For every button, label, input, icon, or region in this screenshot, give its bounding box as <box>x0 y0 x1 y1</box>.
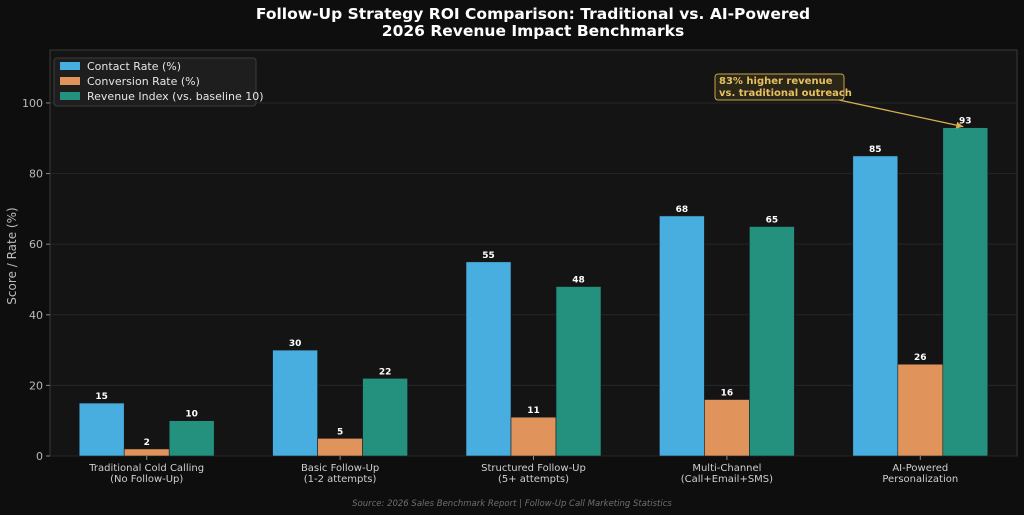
y-tick-label: 0 <box>36 450 43 463</box>
bar <box>272 349 318 457</box>
bar-value-label: 15 <box>95 392 108 402</box>
bar <box>555 286 602 457</box>
legend-swatch <box>60 77 80 85</box>
bar-value-label: 55 <box>482 251 495 261</box>
y-axis: 0 20 40 60 80 100 <box>22 97 50 463</box>
bar-value-label: 30 <box>289 339 302 349</box>
x-tick-label: AI-Powered <box>892 463 948 474</box>
chart-title: Follow-Up Strategy ROI Comparison: Tradi… <box>256 5 810 23</box>
legend-swatch <box>60 92 80 100</box>
x-axis: Traditional Cold Calling(No Follow-Up) Ba… <box>88 456 958 485</box>
x-tick-label: Personalization <box>882 474 958 485</box>
bar-value-label: 11 <box>527 406 540 416</box>
x-tick-label: (1-2 attempts) <box>304 474 377 485</box>
legend-swatch <box>60 62 80 70</box>
bar <box>852 155 899 457</box>
x-tick-label: Traditional Cold Calling <box>88 463 204 474</box>
bar <box>123 448 170 457</box>
bar <box>78 402 125 457</box>
bar-value-label: 16 <box>721 389 734 399</box>
bar-value-label: 65 <box>766 216 779 226</box>
bar <box>510 416 557 457</box>
bar-value-label: 48 <box>572 276 585 286</box>
legend-label: Revenue Index (vs. baseline 10) <box>87 90 264 103</box>
bars: 15 2 10 30 5 22 55 11 48 68 16 65 85 26 93 <box>78 117 989 457</box>
bar <box>317 438 363 457</box>
y-axis-label: Score / Rate (%) <box>5 207 19 304</box>
bar <box>659 215 705 457</box>
legend-label: Contact Rate (%) <box>87 60 181 73</box>
annotation-arrow <box>838 99 964 128</box>
annotation-arrowhead <box>955 121 964 129</box>
bar-value-label: 2 <box>144 438 150 448</box>
legend-box <box>53 57 257 107</box>
y-tick-label: 20 <box>29 379 43 392</box>
annotation-text: vs. traditional outreach <box>719 88 852 99</box>
x-tick-label: Multi-Channel <box>692 463 761 474</box>
bar <box>465 261 512 457</box>
bar <box>897 363 944 457</box>
legend: Contact Rate (%) Conversion Rate (%) Reven… <box>53 57 264 107</box>
y-tick-label: 100 <box>22 97 43 110</box>
x-tick-label: (Call+Email+SMS) <box>681 474 773 485</box>
bar <box>942 127 989 457</box>
annotation-text: 83% higher revenue <box>719 76 833 87</box>
bar <box>749 226 795 457</box>
chart-subtitle: 2026 Revenue Impact Benchmarks <box>382 22 684 40</box>
x-tick-label: (No Follow-Up) <box>110 474 183 485</box>
y-tick-label: 80 <box>29 168 43 181</box>
bar-value-label: 5 <box>337 427 343 437</box>
bar-value-label: 93 <box>959 117 972 127</box>
x-tick-label: Structured Follow-Up <box>481 463 586 474</box>
y-tick-label: 60 <box>29 238 43 251</box>
x-tick-label: (5+ attempts) <box>498 474 569 485</box>
bar-value-label: 26 <box>914 353 927 363</box>
bar <box>168 420 215 457</box>
bar-value-label: 22 <box>379 367 392 377</box>
annotation-box <box>714 73 845 101</box>
x-tick-label: Basic Follow-Up <box>301 463 379 474</box>
y-tick-label: 40 <box>29 309 43 322</box>
legend-label: Conversion Rate (%) <box>87 75 200 88</box>
bar-value-label: 10 <box>185 410 198 420</box>
bar-value-label: 68 <box>676 205 689 215</box>
bar <box>704 399 750 457</box>
source-note: Source: 2026 Sales Benchmark Report | Fo… <box>352 499 672 509</box>
bar-value-label: 85 <box>869 145 882 155</box>
bar <box>362 378 408 457</box>
